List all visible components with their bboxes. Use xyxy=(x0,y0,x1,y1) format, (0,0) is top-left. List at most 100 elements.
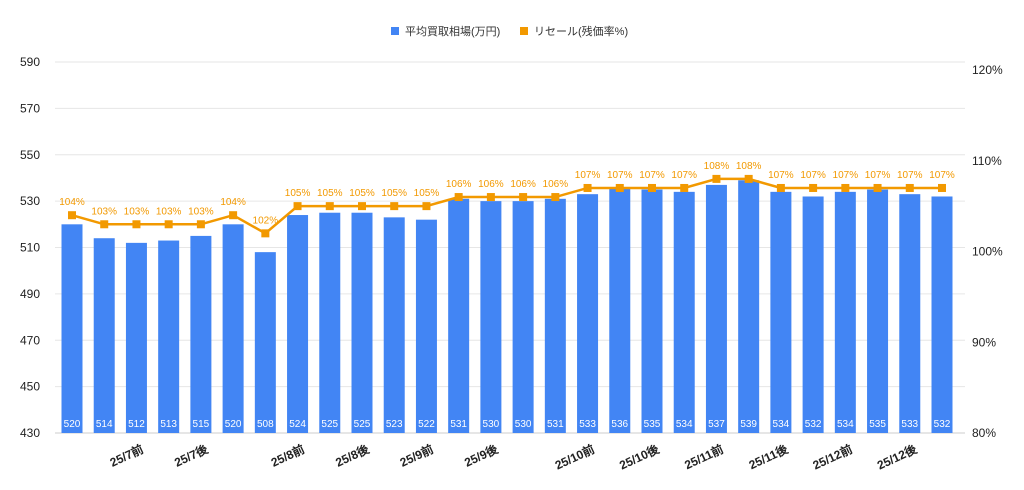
left-tick-label: 590 xyxy=(20,55,40,69)
bar xyxy=(254,252,276,433)
bar-label: 530 xyxy=(515,419,532,430)
line-point xyxy=(905,183,914,192)
x-tick-label: 25/12前 xyxy=(810,441,854,472)
line-point xyxy=(809,183,818,192)
x-tick-label: 25/7前 xyxy=(107,441,145,470)
bar-label: 533 xyxy=(901,419,918,430)
line-point xyxy=(938,183,946,192)
legend-swatch-bar xyxy=(391,27,399,35)
bar xyxy=(609,187,631,433)
left-tick-label: 490 xyxy=(20,287,40,301)
line-label: 102% xyxy=(253,215,279,226)
bar xyxy=(931,196,953,433)
bar xyxy=(770,191,792,433)
legend-label-bar: 平均買取相場(万円) xyxy=(405,25,500,38)
line-point xyxy=(744,174,753,183)
line-point xyxy=(422,202,431,211)
bar-label: 539 xyxy=(740,419,757,430)
left-tick-label: 510 xyxy=(20,241,40,255)
bar xyxy=(705,184,727,433)
bar-label: 532 xyxy=(934,419,951,430)
bar xyxy=(287,215,309,433)
bar xyxy=(512,201,534,433)
bar-label: 515 xyxy=(193,419,210,430)
bar xyxy=(415,219,437,433)
bar xyxy=(125,242,147,433)
line-label: 104% xyxy=(59,197,85,208)
bar-label: 524 xyxy=(289,419,306,430)
bar-label: 513 xyxy=(160,419,177,430)
bar xyxy=(544,198,566,433)
bar xyxy=(351,212,373,433)
line-label: 106% xyxy=(510,179,536,190)
bar-label: 534 xyxy=(676,419,693,430)
bar-label: 536 xyxy=(611,419,628,430)
line-label: 105% xyxy=(285,188,311,199)
line-point xyxy=(776,183,785,192)
bar xyxy=(802,196,824,433)
line-label: 104% xyxy=(220,197,246,208)
left-tick-label: 550 xyxy=(20,148,40,162)
x-tick-label: 25/8後 xyxy=(333,441,372,470)
line-label: 105% xyxy=(414,188,440,199)
line-label: 107% xyxy=(575,170,601,181)
line-point xyxy=(293,202,302,211)
bar xyxy=(673,191,695,433)
x-tick-label: 25/10前 xyxy=(552,441,596,472)
line-series xyxy=(71,177,942,235)
line-point xyxy=(68,211,76,220)
x-tick-label: 25/11後 xyxy=(746,441,791,472)
line-point xyxy=(390,202,399,211)
line-point xyxy=(873,183,882,192)
left-tick-label: 470 xyxy=(20,333,40,347)
bar xyxy=(738,180,760,433)
line-point xyxy=(583,183,592,192)
bar-label: 533 xyxy=(579,419,596,430)
bar-label: 534 xyxy=(837,419,854,430)
line-point xyxy=(261,229,270,238)
bar-label: 535 xyxy=(644,419,661,430)
bar-label: 534 xyxy=(773,419,790,430)
bar xyxy=(158,240,180,433)
line-label: 107% xyxy=(768,170,794,181)
line-label: 108% xyxy=(704,161,730,172)
x-tick-label: 25/9前 xyxy=(397,441,435,470)
line-label: 105% xyxy=(381,188,407,199)
bar-label: 522 xyxy=(418,419,435,430)
line-point xyxy=(648,183,656,192)
line-label: 106% xyxy=(446,179,472,190)
bar-label: 525 xyxy=(354,419,371,430)
line-point xyxy=(229,211,238,220)
bar-label: 523 xyxy=(386,419,403,430)
line-label: 107% xyxy=(607,170,633,181)
bar-label: 512 xyxy=(128,419,145,430)
line-point xyxy=(196,220,205,229)
bar xyxy=(577,194,599,433)
left-tick-label: 450 xyxy=(20,380,40,394)
bar xyxy=(383,217,405,433)
line-label: 103% xyxy=(188,206,214,217)
bar-label: 508 xyxy=(257,419,274,430)
bar xyxy=(319,212,341,433)
x-tick-label: 25/7後 xyxy=(172,441,211,470)
line-label: 107% xyxy=(897,170,923,181)
bar-label: 530 xyxy=(483,419,500,430)
bar-label: 531 xyxy=(547,419,564,430)
line-label: 103% xyxy=(124,206,150,217)
x-tick-label: 25/11前 xyxy=(682,441,726,472)
line-point xyxy=(100,220,109,229)
left-tick-label: 430 xyxy=(20,426,40,440)
line-point xyxy=(454,193,463,202)
bar-label: 520 xyxy=(225,419,242,430)
bar xyxy=(61,224,83,433)
right-tick-label: 90% xyxy=(972,335,996,349)
line-label: 107% xyxy=(671,170,697,181)
line-point xyxy=(712,174,721,183)
right-tick-label: 110% xyxy=(972,154,1002,168)
bar xyxy=(834,191,856,433)
right-tick-label: 120% xyxy=(972,63,1003,77)
bar xyxy=(448,198,470,433)
x-tick-label: 25/10後 xyxy=(617,441,662,473)
line-point xyxy=(132,220,141,229)
bar-label: 535 xyxy=(869,419,886,430)
